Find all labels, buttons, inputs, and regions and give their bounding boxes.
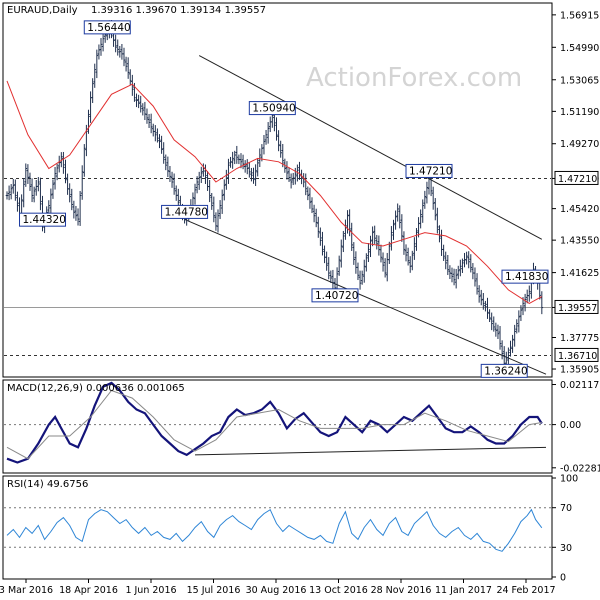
level-label-3: 1.44780 xyxy=(165,206,208,218)
date-axis-label: 1 Jun 2016 xyxy=(125,585,176,596)
price-axis-label: 1.56915 xyxy=(560,10,599,21)
level-label-7: 1.36240 xyxy=(484,365,527,377)
rsi-axis-label: 70 xyxy=(560,503,572,514)
axes: 1.56915 1.54990 1.53065 1.51190 1.49270 1.472… xyxy=(0,10,600,596)
ohlc-readout: 1.39316 1.39670 1.39134 1.39557 xyxy=(91,5,266,16)
price-panel-title: EURAUD,Daily xyxy=(7,5,78,16)
macd-panel-frame xyxy=(2,379,553,474)
axis-highlight-label: 1.36710 xyxy=(558,351,597,362)
date-axis-label: 13 Oct 2016 xyxy=(309,585,368,596)
date-axis-label: 11 Jan 2017 xyxy=(435,585,492,596)
level-label-5: 1.41830 xyxy=(505,271,548,283)
level-label-box-2 xyxy=(405,163,453,178)
level-label-box-3 xyxy=(161,204,209,219)
rsi-panel-frame xyxy=(2,475,553,580)
price-axis-label: 1.53065 xyxy=(560,75,599,86)
macd-axis-label: 0.00 xyxy=(560,420,581,431)
level-label-box-6 xyxy=(311,288,359,303)
macd-axis-label: -0.022814 xyxy=(560,463,600,474)
macd-line xyxy=(6,381,543,464)
rsi-plot xyxy=(4,507,551,552)
rsi-line xyxy=(6,508,543,552)
axis-highlight-label: 1.47210 xyxy=(558,174,597,185)
watermark: ActionForex.com xyxy=(306,63,522,93)
price-panel-frame xyxy=(2,2,553,378)
level-label-box-4 xyxy=(19,212,67,227)
price-axis-label: 1.51190 xyxy=(560,107,599,118)
date-axis-label: 24 Feb 2017 xyxy=(496,585,555,596)
macd-panel-title: MACD(12,26,9) 0.000636 0.001065 xyxy=(7,383,185,394)
channel-upper-line xyxy=(198,55,543,240)
level-label-box-0 xyxy=(83,20,131,35)
macd-plot xyxy=(4,381,551,464)
level-label-box-5 xyxy=(501,269,549,284)
price-axis-label: 1.35905 xyxy=(560,365,599,376)
moving-average-line xyxy=(6,80,543,304)
price-axis-label: 1.45420 xyxy=(560,204,599,215)
price-axis-label: 1.43550 xyxy=(560,236,599,247)
level-label-4: 1.44320 xyxy=(23,214,66,226)
date-axis-label: 18 Apr 2016 xyxy=(59,585,118,596)
price-axis-label: 1.41625 xyxy=(560,268,599,279)
signal-line xyxy=(6,389,542,460)
axis-highlight-label: 1.39557 xyxy=(558,303,597,314)
level-label-box-1 xyxy=(248,101,296,116)
level-label-0: 1.56440 xyxy=(87,22,130,34)
price-axis-label: 1.49270 xyxy=(560,139,599,150)
price-plot: 1.56440 1.50940 1.47210 1.44780 1.44320 1.418… xyxy=(4,20,551,378)
macd-trendline xyxy=(195,446,547,456)
date-axis-label: 15 Jul 2016 xyxy=(187,585,241,596)
price-axis-label: 1.54990 xyxy=(560,43,599,54)
axis-highlight-box xyxy=(554,299,599,314)
date-axis-label: 30 Aug 2016 xyxy=(246,585,307,596)
channel-lower-line xyxy=(184,218,547,375)
axis-highlight-box xyxy=(554,170,599,185)
price-axis-label: 1.37775 xyxy=(560,333,599,344)
rsi-axis-label: 100 xyxy=(560,474,578,485)
date-axis-label: 3 Mar 2016 xyxy=(0,585,53,596)
rsi-axis-label: 30 xyxy=(560,543,572,554)
axis-highlight-box xyxy=(554,347,599,362)
rsi-axis-label: 0 xyxy=(560,573,566,584)
level-label-6: 1.40720 xyxy=(315,290,358,302)
level-label-box-7 xyxy=(480,363,528,378)
macd-axis-label: 0.021171 xyxy=(560,380,600,391)
date-axis-label: 28 Nov 2016 xyxy=(371,585,432,596)
level-label-1: 1.50940 xyxy=(252,103,295,115)
rsi-panel-title: RSI(14) 49.6756 xyxy=(7,479,88,490)
level-label-2: 1.47210 xyxy=(409,165,452,177)
